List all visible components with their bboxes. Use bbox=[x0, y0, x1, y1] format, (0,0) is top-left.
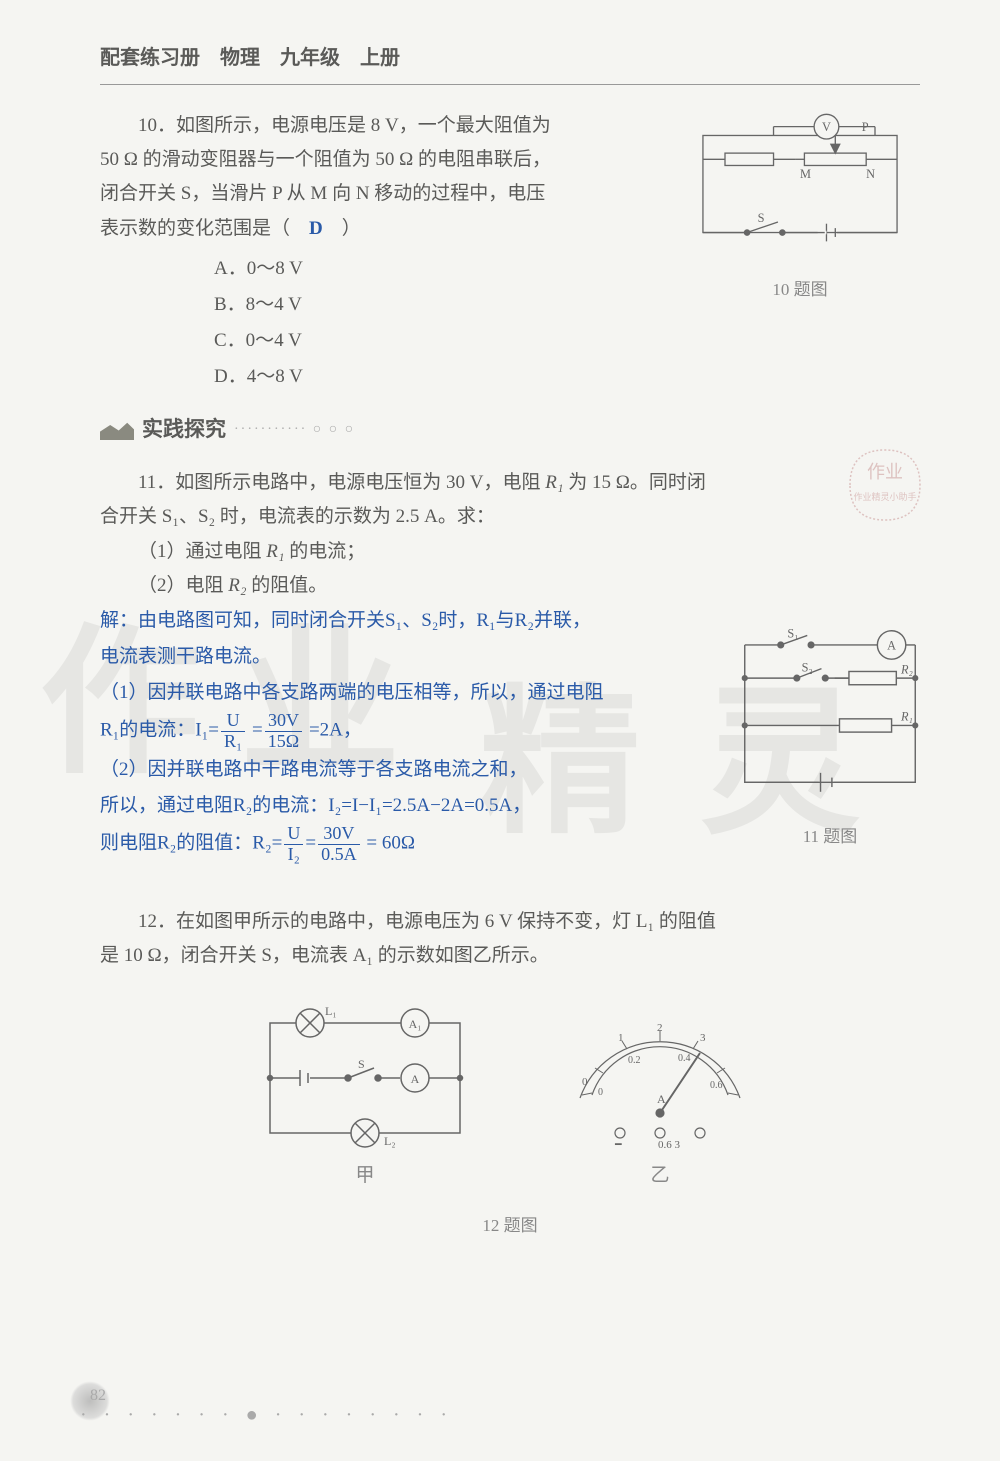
q11-line1: 11．如图所示电路中，电源电压恒为 30 V，电阻 R₁ 为 15 Ω。同时闭 bbox=[100, 466, 920, 500]
svg-text:A₁: A₁ bbox=[409, 1017, 422, 1031]
svg-text:2: 2 bbox=[657, 1022, 663, 1034]
q11-circuit-diagram: S₁ S₂ A R₂ R₁ 11 题图 bbox=[720, 626, 940, 853]
svg-text:A: A bbox=[657, 1092, 666, 1106]
q12-cap-b: 乙 bbox=[550, 1159, 770, 1193]
q10-line4: 表示数的变化范围是（ D ） bbox=[100, 212, 630, 246]
svg-text:0.6: 0.6 bbox=[710, 1080, 723, 1091]
svg-text:0.6 3: 0.6 3 bbox=[658, 1139, 681, 1151]
q12-fig-b: − 0 1 2 3 0 0.2 0.4 0.6 A 0.6 3 乙 bbox=[550, 1003, 770, 1193]
section-header: 实践探究 ··········· ○ ○ ○ bbox=[100, 411, 920, 449]
q11-line2: 合开关 S₁、S₂ 时，电流表的示数为 2.5 A。求： bbox=[100, 500, 920, 534]
q10-line4-post: ） bbox=[323, 218, 361, 239]
q11-sub1: （1）通过电阻 R₁ 的电流； bbox=[100, 535, 920, 569]
question-12: 12．在如图甲所示的电路中，电源电压为 6 V 保持不变，灯 L₁ 的阻值 是 … bbox=[100, 905, 920, 1242]
q10-line1: 10．如图所示，电源电压是 8 V，一个最大阻值为 bbox=[100, 109, 630, 143]
q12-fig-a: L₁ A₁ S A L₂ 甲 bbox=[250, 1003, 480, 1193]
page-header: 配套练习册 物理 九年级 上册 bbox=[100, 40, 920, 85]
q10-circuit-diagram: V P M N S 10 题图 bbox=[670, 109, 930, 306]
q11-fig-label: 11 题图 bbox=[720, 822, 940, 853]
svg-text:0: 0 bbox=[582, 1076, 588, 1088]
svg-text:S: S bbox=[358, 1057, 365, 1071]
svg-text:A: A bbox=[887, 639, 896, 653]
q10-line3: 闭合开关 S，当滑片 P 从 M 向 N 移动的过程中，电压 bbox=[100, 177, 630, 211]
svg-text:0.4: 0.4 bbox=[678, 1053, 691, 1064]
svg-text:M: M bbox=[800, 167, 811, 181]
q10-option-a: A．0～8 V bbox=[214, 252, 630, 286]
svg-text:V: V bbox=[822, 120, 831, 134]
q12-line1: 12．在如图甲所示的电路中，电源电压为 6 V 保持不变，灯 L₁ 的阻值 bbox=[100, 905, 920, 939]
q12-cap-a: 甲 bbox=[250, 1159, 480, 1193]
svg-text:S₂: S₂ bbox=[802, 661, 813, 675]
svg-text:R₁: R₁ bbox=[900, 710, 913, 724]
q10-answer: D bbox=[309, 218, 323, 239]
q11-sub2: （2）电阻 R₂ 的阻值。 bbox=[100, 569, 920, 603]
svg-text:−: − bbox=[615, 1137, 622, 1151]
q10-option-b: B．8～4 V bbox=[214, 288, 630, 322]
q12-line2: 是 10 Ω，闭合开关 S，电流表 A₁ 的示数如图乙所示。 bbox=[100, 939, 920, 973]
svg-text:1: 1 bbox=[618, 1032, 624, 1044]
svg-text:0: 0 bbox=[598, 1087, 603, 1098]
section-icon bbox=[100, 418, 134, 440]
question-11: 11．如图所示电路中，电源电压恒为 30 V，电阻 R₁ 为 15 Ω。同时闭 … bbox=[100, 466, 920, 865]
section-dots: ··········· ○ ○ ○ bbox=[234, 417, 355, 442]
page-dots: · · · · · · · ● · · · · · · · · bbox=[80, 1397, 453, 1433]
question-10: 10．如图所示，电源电压是 8 V，一个最大阻值为 50 Ω 的滑动变阻器与一个… bbox=[100, 109, 920, 395]
q10-option-c: C．0～4 V bbox=[214, 324, 630, 358]
svg-text:P: P bbox=[862, 120, 869, 134]
svg-text:3: 3 bbox=[700, 1032, 706, 1044]
svg-text:A: A bbox=[411, 1072, 420, 1086]
svg-text:0.2: 0.2 bbox=[628, 1055, 641, 1066]
svg-text:S: S bbox=[758, 211, 765, 225]
q10-options: A．0～8 V B．8～4 V C．0～4 V D．4～8 V bbox=[214, 252, 630, 395]
q12-fig-label: 12 题图 bbox=[100, 1211, 920, 1242]
q10-fig-label: 10 题图 bbox=[670, 275, 930, 306]
q10-option-d: D．4～8 V bbox=[214, 360, 630, 394]
svg-text:S₁: S₁ bbox=[787, 627, 798, 641]
q10-line4-pre: 表示数的变化范围是（ bbox=[100, 218, 309, 239]
svg-text:N: N bbox=[866, 167, 875, 181]
svg-text:L₁: L₁ bbox=[325, 1004, 337, 1018]
svg-text:R₂: R₂ bbox=[900, 663, 913, 677]
svg-text:L₂: L₂ bbox=[384, 1134, 396, 1148]
q10-line2: 50 Ω 的滑动变阻器与一个阻值为 50 Ω 的电阻串联后， bbox=[100, 143, 630, 177]
section-title: 实践探究 bbox=[142, 411, 226, 449]
